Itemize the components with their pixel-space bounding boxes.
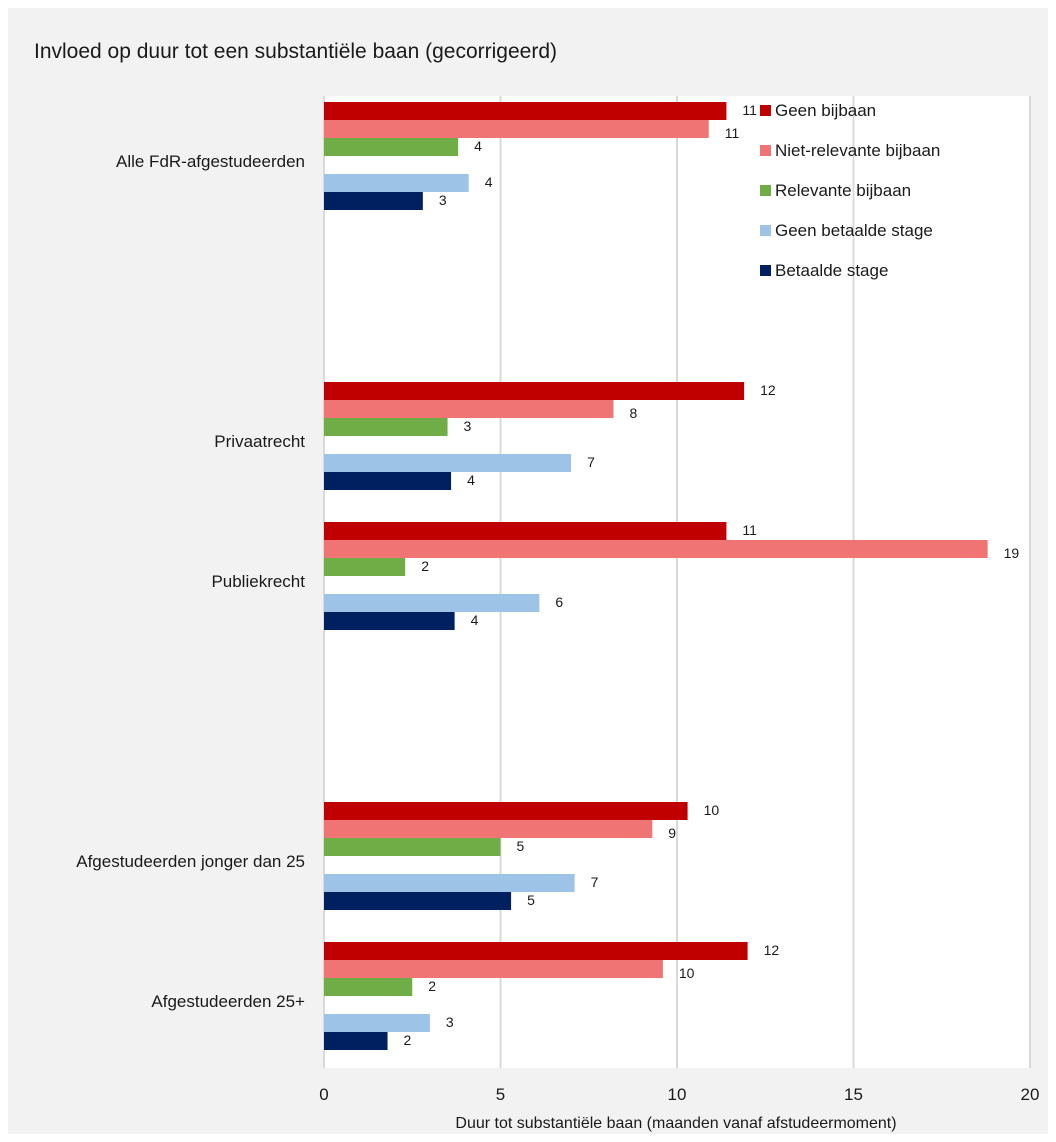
legend-label: Geen betaalde stage (775, 221, 933, 240)
legend-swatch (760, 265, 771, 276)
legend-swatch (760, 145, 771, 156)
bar (324, 120, 709, 138)
data-label: 12 (760, 382, 776, 398)
data-label: 4 (471, 612, 479, 628)
data-label: 19 (1004, 545, 1020, 561)
bar (324, 522, 727, 540)
bar (324, 978, 413, 996)
bar (324, 820, 653, 838)
bar (324, 942, 748, 960)
bar (324, 594, 540, 612)
x-tick-label: 15 (844, 1085, 863, 1104)
chart-title: Invloed op duur tot een substantiële baa… (34, 40, 558, 63)
data-label: 3 (464, 418, 472, 434)
category-label: Publiekrecht (211, 572, 305, 591)
bar (324, 138, 459, 156)
data-label: 7 (587, 454, 595, 470)
bar (324, 612, 455, 630)
bar (324, 102, 727, 120)
data-label: 4 (467, 472, 475, 488)
category-label: Alle FdR-afgestudeerden (116, 152, 305, 171)
data-label: 3 (439, 192, 447, 208)
legend-label: Niet-relevante bijbaan (775, 141, 940, 160)
bar (324, 1032, 388, 1050)
bar (324, 874, 575, 892)
bar (324, 174, 469, 192)
data-label: 10 (679, 965, 695, 981)
x-axis-title: Duur tot substantiële baan (maanden vana… (455, 1115, 896, 1132)
category-label: Privaatrecht (214, 432, 305, 451)
x-tick-label: 20 (1021, 1085, 1040, 1104)
bar (324, 960, 663, 978)
data-label: 3 (446, 1014, 454, 1030)
bar (324, 192, 423, 210)
category-label: Afgestudeerden 25+ (151, 992, 305, 1011)
bar (324, 382, 745, 400)
data-label: 5 (527, 892, 535, 908)
bar (324, 400, 614, 418)
legend: Geen bijbaan Niet-relevante bijbaan Releva… (760, 101, 940, 280)
data-label: 4 (474, 138, 482, 154)
bar (324, 472, 452, 490)
data-label: 11 (725, 125, 740, 141)
data-label: 12 (764, 942, 780, 958)
data-label: 6 (555, 594, 563, 610)
x-tick-label: 0 (319, 1085, 328, 1104)
grid-layer (323, 96, 1031, 1068)
data-label: 2 (428, 978, 436, 994)
data-label: 9 (668, 825, 676, 841)
bar-layer (324, 102, 988, 1050)
data-label: 5 (517, 838, 525, 854)
data-label: 2 (404, 1032, 412, 1048)
legend-label: Geen bijbaan (775, 101, 876, 120)
data-label: 2 (421, 558, 429, 574)
legend-label: Relevante bijbaan (775, 181, 911, 200)
data-label: 10 (704, 802, 720, 818)
bar (324, 838, 501, 856)
data-label: 8 (629, 405, 637, 421)
legend-swatch (760, 185, 771, 196)
bar (324, 558, 406, 576)
category-label: Afgestudeerden jonger dan 25 (76, 852, 305, 871)
x-tick-label: 10 (668, 1085, 687, 1104)
data-label: 7 (591, 874, 599, 890)
x-tick-label: 5 (496, 1085, 505, 1104)
data-label: 11 (742, 522, 757, 538)
legend-swatch (760, 225, 771, 236)
bar (324, 802, 688, 820)
bar (324, 540, 988, 558)
bar (324, 454, 572, 472)
bar-chart: 0 5 10 15 20 Alle FdR-afgestudeerden Privaatre… (76, 96, 1039, 1132)
legend-swatch (760, 105, 771, 116)
bar (324, 1014, 430, 1032)
chart-frame: Invloed op duur tot een substantiële baa… (8, 8, 1048, 1134)
data-label: 4 (485, 174, 493, 190)
bar (324, 418, 448, 436)
bar (324, 892, 512, 910)
legend-label: Betaalde stage (775, 261, 888, 280)
label-layer: 0 5 10 15 20 Alle FdR-afgestudeerden Privaatre… (76, 102, 1039, 1104)
data-label: 11 (742, 102, 757, 118)
